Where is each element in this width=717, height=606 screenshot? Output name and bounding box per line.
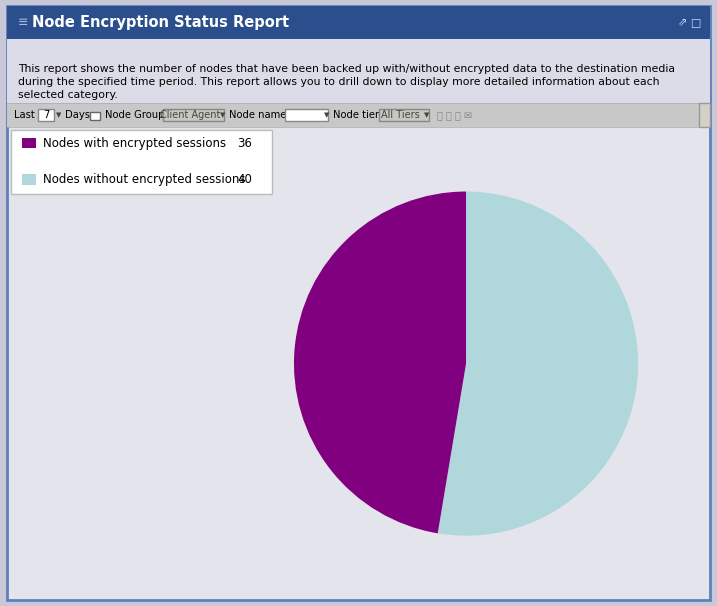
Text: Node Encryption Status Report: Node Encryption Status Report	[32, 15, 290, 30]
Bar	[22, 174, 36, 185]
Text: Nodes without encrypted sessions: Nodes without encrypted sessions	[43, 173, 245, 186]
Bar	[7, 103, 710, 127]
Text: ▼: ▼	[324, 112, 329, 118]
Bar	[699, 103, 710, 127]
Bar	[285, 109, 328, 121]
Text: Client Agent: Client Agent	[160, 110, 220, 120]
Text: 7: 7	[43, 110, 49, 120]
Bar	[379, 109, 429, 121]
Text: 🔥 💾 🖨 ✉: 🔥 💾 🖨 ✉	[437, 110, 473, 120]
Text: Nodes with encrypted sessions: Nodes with encrypted sessions	[43, 136, 226, 150]
Text: Node name:: Node name:	[229, 110, 290, 120]
Bar	[22, 138, 36, 148]
Wedge shape	[437, 191, 638, 536]
Text: Days: Days	[65, 110, 90, 120]
Text: ⇗ □: ⇗ □	[678, 18, 701, 27]
Text: ▼: ▼	[220, 112, 225, 118]
Text: ≡: ≡	[18, 16, 29, 29]
Bar	[7, 39, 710, 103]
Text: ▼: ▼	[424, 112, 429, 118]
Text: ▼: ▼	[56, 112, 61, 118]
Text: All Tiers: All Tiers	[381, 110, 419, 120]
Text: This report shows the number of nodes that have been backed up with/without encr: This report shows the number of nodes th…	[18, 64, 675, 100]
Bar	[38, 109, 54, 121]
Text: 36: 36	[237, 136, 252, 150]
Text: 40: 40	[237, 173, 252, 186]
Bar	[11, 130, 272, 194]
Text: Last: Last	[14, 110, 35, 120]
Text: Node Group:: Node Group:	[105, 110, 167, 120]
Bar	[163, 109, 224, 121]
Bar	[7, 6, 710, 39]
Bar	[90, 112, 100, 120]
Text: Node tier:: Node tier:	[333, 110, 383, 120]
Wedge shape	[294, 191, 466, 533]
